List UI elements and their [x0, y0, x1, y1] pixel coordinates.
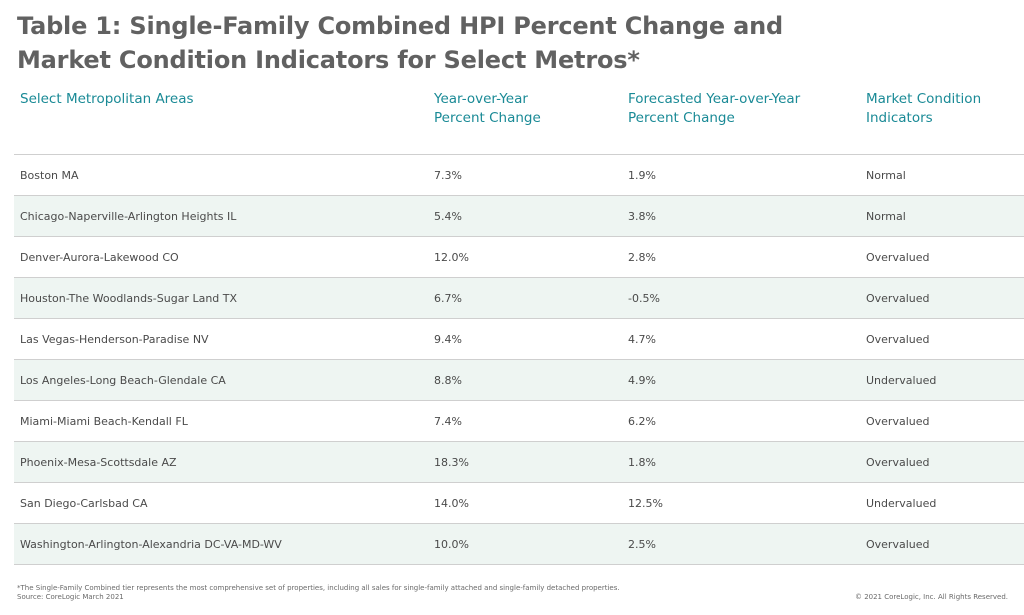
table-row: Chicago-Naperville-Arlington Heights IL … — [14, 195, 1024, 237]
header-mci-line-2: Indicators — [866, 110, 933, 126]
cell-indicator: Normal — [860, 154, 1024, 196]
cell-indicator: Normal — [860, 195, 1024, 237]
cell-yoy: 6.7% — [428, 277, 622, 319]
footnote-definition: *The Single-Family Combined tier represe… — [17, 584, 620, 592]
header-mci-line-1: Market Condition — [866, 91, 982, 107]
table-row: San Diego-Carlsbad CA 14.0% 12.5% Underv… — [14, 482, 1024, 524]
metro-hpi-table: Select Metropolitan Areas Year-over-Year… — [14, 86, 1024, 565]
cell-metro: Boston MA — [14, 154, 428, 196]
table-row: Miami-Miami Beach-Kendall FL 7.4% 6.2% O… — [14, 400, 1024, 442]
cell-forecast: 4.7% — [622, 318, 860, 360]
table-row: Washington-Arlington-Alexandria DC-VA-MD… — [14, 523, 1024, 565]
cell-metro: Washington-Arlington-Alexandria DC-VA-MD… — [14, 523, 428, 565]
cell-metro: Denver-Aurora-Lakewood CO — [14, 236, 428, 278]
table-row: Denver-Aurora-Lakewood CO 12.0% 2.8% Ove… — [14, 236, 1024, 278]
table-header-row: Select Metropolitan Areas Year-over-Year… — [14, 86, 1024, 155]
cell-metro: Houston-The Woodlands-Sugar Land TX — [14, 277, 428, 319]
cell-metro: Las Vegas-Henderson-Paradise NV — [14, 318, 428, 360]
footnote-source: Source: CoreLogic March 2021 — [17, 593, 124, 601]
cell-forecast: 12.5% — [622, 482, 860, 524]
header-metro: Select Metropolitan Areas — [14, 86, 428, 155]
cell-yoy: 7.4% — [428, 400, 622, 442]
cell-yoy: 18.3% — [428, 441, 622, 483]
cell-metro: San Diego-Carlsbad CA — [14, 482, 428, 524]
header-yoy: Year-over-Year Percent Change — [428, 86, 622, 155]
cell-forecast: 3.8% — [622, 195, 860, 237]
header-yoy-line-2: Percent Change — [434, 110, 541, 126]
header-forecast: Forecasted Year-over-Year Percent Change — [622, 86, 860, 155]
cell-forecast: -0.5% — [622, 277, 860, 319]
cell-yoy: 8.8% — [428, 359, 622, 401]
header-metro-label: Select Metropolitan Areas — [20, 91, 194, 107]
cell-yoy: 12.0% — [428, 236, 622, 278]
copyright-notice: © 2021 CoreLogic, Inc. All Rights Reserv… — [854, 593, 1008, 601]
cell-metro: Chicago-Naperville-Arlington Heights IL — [14, 195, 428, 237]
header-market-condition: Market Condition Indicators — [860, 86, 1024, 155]
cell-forecast: 4.9% — [622, 359, 860, 401]
table-title-line-1: Table 1: Single-Family Combined HPI Perc… — [17, 12, 784, 40]
cell-indicator: Overvalued — [860, 441, 1024, 483]
cell-forecast: 1.8% — [622, 441, 860, 483]
table-row: Phoenix-Mesa-Scottsdale AZ 18.3% 1.8% Ov… — [14, 441, 1024, 483]
cell-forecast: 2.8% — [622, 236, 860, 278]
cell-yoy: 10.0% — [428, 523, 622, 565]
cell-yoy: 7.3% — [428, 154, 622, 196]
cell-metro: Miami-Miami Beach-Kendall FL — [14, 400, 428, 442]
cell-indicator: Overvalued — [860, 318, 1024, 360]
cell-yoy: 14.0% — [428, 482, 622, 524]
cell-yoy: 9.4% — [428, 318, 622, 360]
header-forecast-line-1: Forecasted Year-over-Year — [628, 91, 801, 107]
footnote: *The Single-Family Combined tier represe… — [17, 584, 620, 602]
header-forecast-line-2: Percent Change — [628, 110, 735, 126]
cell-indicator: Overvalued — [860, 400, 1024, 442]
cell-metro: Phoenix-Mesa-Scottsdale AZ — [14, 441, 428, 483]
cell-forecast: 1.9% — [622, 154, 860, 196]
cell-forecast: 6.2% — [622, 400, 860, 442]
cell-indicator: Overvalued — [860, 523, 1024, 565]
cell-indicator: Undervalued — [860, 359, 1024, 401]
cell-metro: Los Angeles-Long Beach-Glendale CA — [14, 359, 428, 401]
cell-yoy: 5.4% — [428, 195, 622, 237]
cell-indicator: Overvalued — [860, 236, 1024, 278]
cell-forecast: 2.5% — [622, 523, 860, 565]
table-row: Houston-The Woodlands-Sugar Land TX 6.7%… — [14, 277, 1024, 319]
header-yoy-line-1: Year-over-Year — [434, 91, 528, 107]
table-title-line-2: Market Condition Indicators for Select M… — [17, 46, 640, 74]
table-row: Los Angeles-Long Beach-Glendale CA 8.8% … — [14, 359, 1024, 401]
table-row: Las Vegas-Henderson-Paradise NV 9.4% 4.7… — [14, 318, 1024, 360]
cell-indicator: Undervalued — [860, 482, 1024, 524]
cell-indicator: Overvalued — [860, 277, 1024, 319]
table-row: Boston MA 7.3% 1.9% Normal — [14, 154, 1024, 196]
table-title: Table 1: Single-Family Combined HPI Perc… — [17, 9, 1007, 77]
